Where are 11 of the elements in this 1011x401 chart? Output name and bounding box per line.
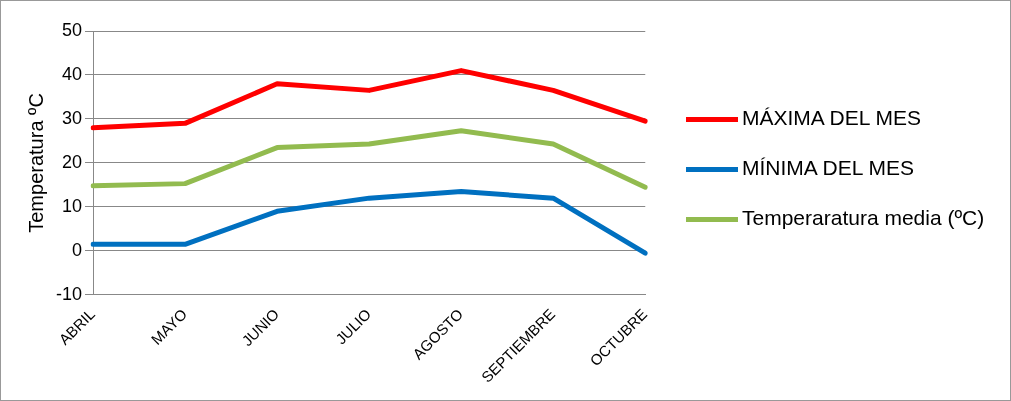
y-tick-label: 30 [61,107,83,128]
y-tick-label: 20 [61,151,83,172]
y-tick-label: 0 [72,239,83,260]
legend-label: Temperaratura media (ºC) [742,206,985,230]
y-axis-title: Temperatura ºC [24,93,47,233]
y-tick-label: -10 [56,283,83,304]
y-tick-label: 50 [61,19,83,40]
legend-label: MÁXIMA DEL MES [742,106,921,130]
y-tick-label: 10 [61,195,83,216]
legend-label: MÍNIMA DEL MES [742,156,914,180]
y-tick-label: 40 [61,63,83,84]
